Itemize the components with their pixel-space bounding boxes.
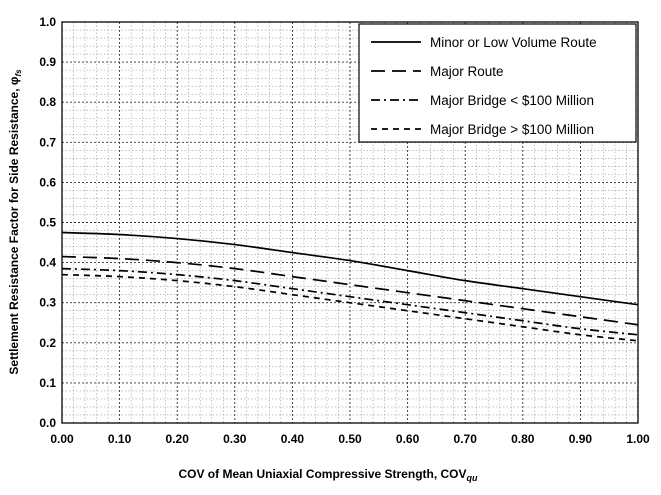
y-tick-label: 0.9 — [39, 55, 56, 69]
series-layer — [61, 231, 639, 342]
x-tick-label: 0.90 — [569, 432, 593, 446]
legend-label-2: Major Route — [430, 64, 504, 79]
x-tick-label: 0.20 — [166, 432, 190, 446]
x-tick-labels: 0.00 0.10 0.20 0.30 0.40 0.50 0.60 0.70 0.80 0.90… — [50, 432, 650, 446]
y-axis-title-main: Settlement Resistance Factor for Side Re… — [7, 76, 21, 374]
series-line-3 — [61, 267, 639, 336]
y-tick-label: 1.0 — [39, 15, 56, 29]
y-tick-labels: 0.0 0.1 0.2 0.3 0.4 0.5 0.6 0.7 0.8 0.9 1.0 — [39, 15, 56, 430]
y-axis-title: Settlement Resistance Factor for Side Re… — [7, 69, 23, 375]
x-tick-label: 0.00 — [50, 432, 74, 446]
y-tick-label: 0.8 — [39, 95, 56, 109]
y-tick-label: 0.2 — [39, 336, 56, 350]
y-tick-label: 0.4 — [39, 256, 56, 270]
x-tick-label: 0.10 — [108, 432, 132, 446]
x-tick-label: 0.70 — [454, 432, 478, 446]
x-tick-label: 0.30 — [223, 432, 247, 446]
y-tick-label: 0.6 — [39, 175, 56, 189]
y-tick-label: 0.1 — [39, 376, 56, 390]
x-tick-label: 0.40 — [281, 432, 305, 446]
y-tick-label: 0.7 — [39, 135, 56, 149]
y-tick-label: 0.0 — [39, 416, 56, 430]
legend-box — [358, 23, 637, 143]
y-tick-label: 0.5 — [39, 216, 56, 230]
legend-label-1: Minor or Low Volume Route — [430, 35, 597, 50]
legend: Minor or Low Volume Route Major Route Majo… — [358, 23, 637, 143]
series-line-4 — [61, 273, 639, 342]
series-line-1 — [61, 231, 639, 306]
y-axis-title-subscript: fs — [14, 69, 23, 77]
x-axis-title: COV of Mean Uniaxial Compressive Strengt… — [178, 467, 478, 483]
x-tick-label: 0.60 — [396, 432, 420, 446]
x-axis-title-main: COV of Mean Uniaxial Compressive Strengt… — [178, 467, 466, 481]
x-tick-label: 0.80 — [511, 432, 535, 446]
legend-label-4: Major Bridge > $100 Million — [430, 122, 594, 137]
x-tick-label: 1.00 — [626, 432, 650, 446]
x-tick-label: 0.50 — [338, 432, 362, 446]
major-grid — [62, 22, 638, 423]
legend-label-3: Major Bridge < $100 Million — [430, 93, 594, 108]
plot-border — [61, 21, 639, 424]
y-tick-label: 0.3 — [39, 296, 56, 310]
x-axis-title-subscript: qu — [467, 473, 478, 483]
